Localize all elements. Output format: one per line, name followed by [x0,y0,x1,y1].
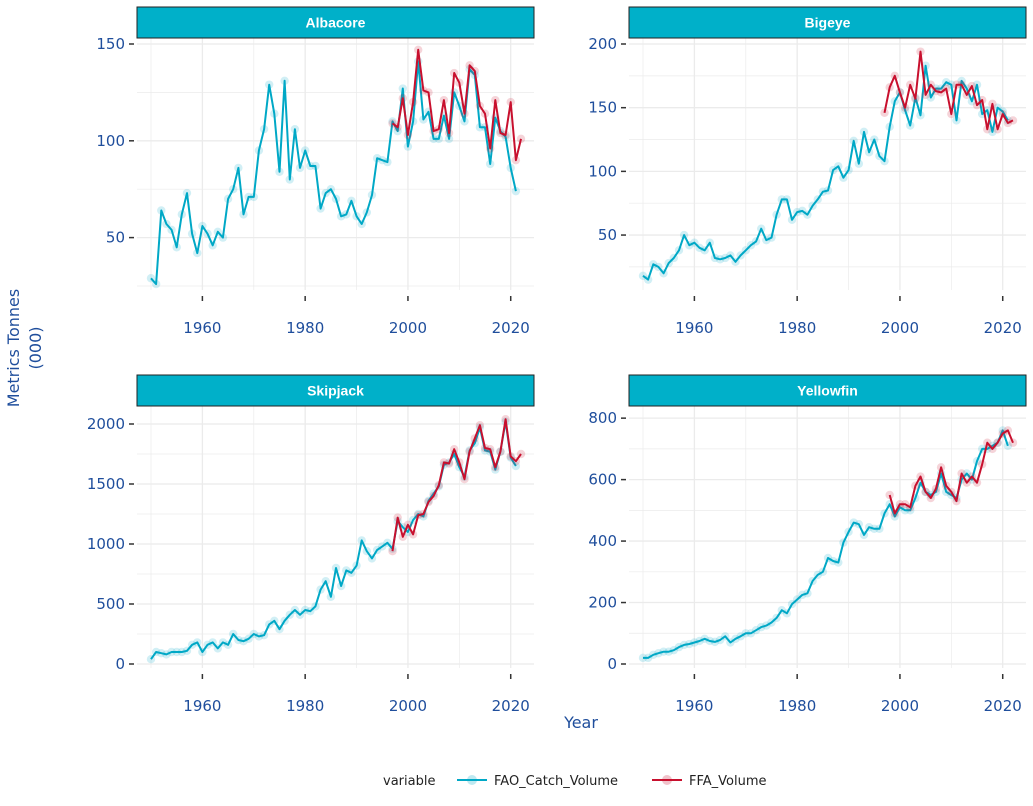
x-tick-label: 1960 [183,697,221,715]
series-fao-catch-volume [638,61,1013,284]
legend-key-ffa [652,775,682,785]
legend-title: variable [383,774,435,789]
series-line [150,60,517,286]
panel-yellowfin: Yellowfin 0 200 400 600 800 1960 1980 2000 2020 [588,374,1027,715]
data-point [885,490,894,500]
x-tick-label: 2020 [492,697,530,715]
x-tick-label: 1960 [675,697,713,715]
y-axis-title-line1: Metrics Tonnes [4,289,23,407]
series-fao-catch-volume [146,417,521,664]
facet-title: Yellowfin [797,383,858,399]
y-tick-label: 50 [106,229,125,247]
x-axis-title: Year [563,713,598,732]
data-point [516,134,526,144]
legend-label-ffa: FFA_Volume [689,774,767,789]
series-line [883,50,1014,131]
x-tick-label: 1980 [778,319,816,337]
y-axis-title-line2: (000) [26,326,45,369]
legend: variable FAO_Catch_Volume FFA_Volume [383,774,767,789]
x-tick-label: 1960 [183,319,221,337]
y-tick-label: 50 [598,226,617,244]
x-tick-label: 2020 [984,319,1022,337]
series-ffa-volume [388,415,526,556]
facet-strip [136,374,535,407]
facet-strip [136,6,535,39]
panel-albacore: Albacore 50 100 150 1960 1980 2000 2020 [96,6,535,337]
legend-key-fao [457,775,487,785]
panel-bigeye: Bigeye 50 100 150 200 1960 1980 2000 2020 [588,6,1027,337]
y-tick-label: 1500 [87,475,125,493]
y-tick-label: 400 [588,532,617,550]
x-tick-label: 1980 [286,319,324,337]
legend-fao-point [467,775,477,785]
y-tick-label: 0 [607,655,617,673]
x-tick-label: 2000 [881,319,919,337]
facet-title: Albacore [306,15,366,31]
x-tick-label: 1980 [286,697,324,715]
facet-title: Skipjack [307,383,364,399]
y-tick-label: 1000 [87,535,125,553]
series-ffa-volume [880,47,1018,134]
data-point [511,186,521,196]
y-tick-label: 500 [96,595,125,613]
x-tick-label: 2020 [984,697,1022,715]
series-line [642,64,1009,281]
y-tick-label: 150 [588,99,617,117]
x-tick-label: 2000 [881,697,919,715]
series-ffa-volume [388,45,526,165]
y-tick-label: 200 [588,35,617,53]
facet-strip [628,6,1027,39]
x-tick-label: 2000 [389,697,427,715]
series-line [643,429,1009,659]
series-line [391,48,522,162]
series-line [888,429,1014,515]
y-tick-label: 150 [96,35,125,53]
y-tick-label: 0 [115,655,125,673]
series-line [391,418,522,552]
panel-skipjack: Skipjack 0 500 1000 1500 2000 1960 1980 2000 2020 [87,374,535,715]
facet-strip [628,374,1027,407]
series-ffa-volume [885,426,1018,518]
y-tick-label: 100 [588,162,617,180]
x-tick-label: 1960 [675,319,713,337]
x-tick-label: 1980 [778,697,816,715]
y-tick-label: 2000 [87,415,125,433]
y-tick-label: 600 [588,471,617,489]
facet-title: Bigeye [805,15,851,31]
data-point [1008,438,1018,447]
series-line [150,420,517,660]
y-tick-label: 200 [588,594,617,612]
y-tick-label: 100 [96,132,125,150]
legend-ffa-point [662,775,672,785]
series-fao-catch-volume [638,426,1013,663]
legend-label-fao: FAO_Catch_Volume [494,774,618,789]
x-tick-label: 2000 [389,319,427,337]
x-tick-label: 2020 [492,319,530,337]
y-tick-label: 800 [588,409,617,427]
